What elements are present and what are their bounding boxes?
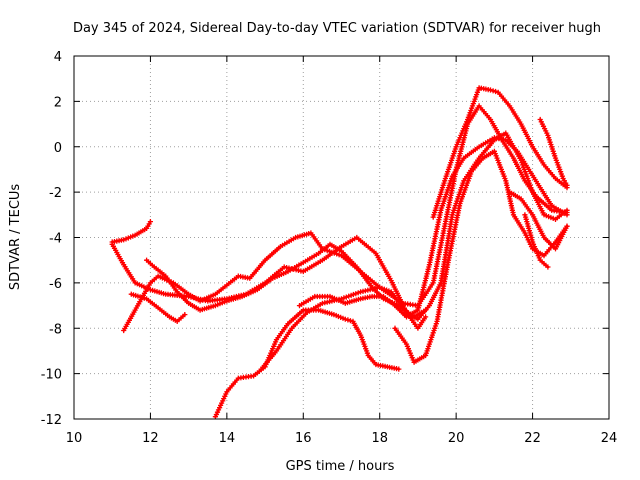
series-markers [212, 307, 402, 420]
series-track-12 [537, 116, 570, 188]
grid [74, 56, 609, 419]
series-track-1 [109, 219, 153, 245]
series-track-13 [522, 212, 551, 270]
x-axis-label: GPS time / hours [286, 459, 395, 474]
tick-labels: 10 12 14 16 18 20 22 24-12-10-8-6-4-2024 [41, 50, 618, 446]
series-trace [260, 131, 569, 371]
series-trace [145, 243, 427, 319]
series-trace [523, 213, 550, 269]
y-tick-label: 2 [54, 95, 62, 110]
series-trace [130, 292, 187, 323]
series-trace [298, 136, 569, 319]
series-track-7 [258, 130, 570, 372]
y-axis-label: SDTVAR / TECUs [8, 184, 23, 291]
y-tick-label: -4 [49, 232, 62, 247]
x-tick-label: 16 [295, 431, 312, 446]
x-tick-label: 18 [371, 431, 388, 446]
series-track-4 [144, 241, 429, 320]
y-tick-label: -2 [49, 186, 62, 201]
series-trace [508, 190, 569, 251]
chart-title: Day 345 of 2024, Sidereal Day-to-day VTE… [73, 21, 601, 36]
series-trace [122, 104, 569, 332]
axis-ticks [73, 55, 610, 420]
x-tick-label: 14 [219, 431, 236, 446]
series-trace [538, 118, 569, 187]
data-series [109, 85, 570, 420]
series-trace [431, 86, 569, 219]
series-trace [214, 308, 401, 418]
x-tick-label: 12 [142, 431, 159, 446]
series-track-8 [296, 135, 570, 320]
y-tick-label: 4 [54, 50, 62, 65]
series-track-11 [507, 189, 570, 252]
series-track-9 [392, 148, 570, 365]
y-tick-label: 0 [54, 141, 62, 156]
series-markers [392, 148, 570, 365]
y-tick-label: -8 [49, 322, 62, 337]
x-tick-label: 24 [601, 431, 618, 446]
x-tick-label: 20 [448, 431, 465, 446]
series-track-5 [128, 291, 188, 324]
y-tick-label: -12 [41, 413, 62, 428]
series-track-6 [212, 307, 402, 420]
series-trace [110, 220, 152, 244]
x-tick-label: 10 [66, 431, 83, 446]
series-markers [144, 241, 429, 320]
y-tick-label: -10 [41, 368, 62, 383]
x-tick-label: 22 [524, 431, 541, 446]
y-tick-label: -6 [49, 277, 62, 292]
series-track-10 [430, 85, 570, 220]
series-trace [393, 150, 569, 364]
